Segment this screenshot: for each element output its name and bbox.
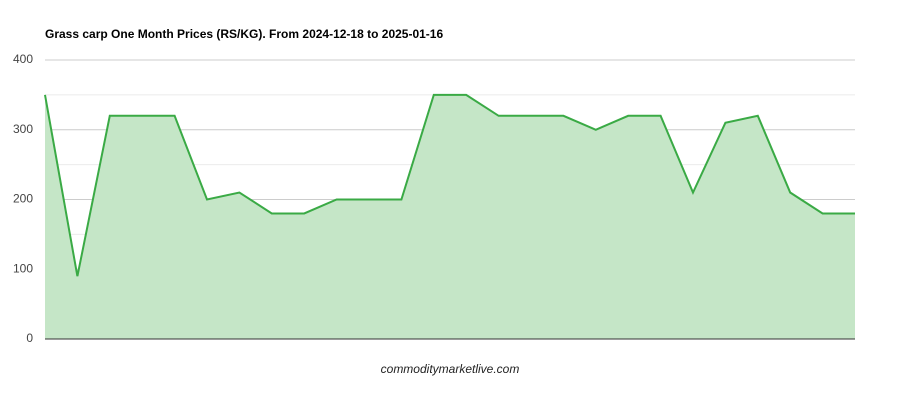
y-tick-label: 0 (26, 331, 33, 345)
chart-title: Grass carp One Month Prices (RS/KG). Fro… (45, 27, 443, 41)
area-fill (45, 94, 855, 339)
y-tick-label: 400 (13, 52, 33, 66)
y-tick-label: 300 (13, 122, 33, 136)
line (44, 93, 855, 277)
y-tick-label: 100 (13, 261, 33, 275)
y-tick-label: 200 (13, 192, 33, 206)
caption: commoditymarketlive.com (381, 362, 520, 376)
